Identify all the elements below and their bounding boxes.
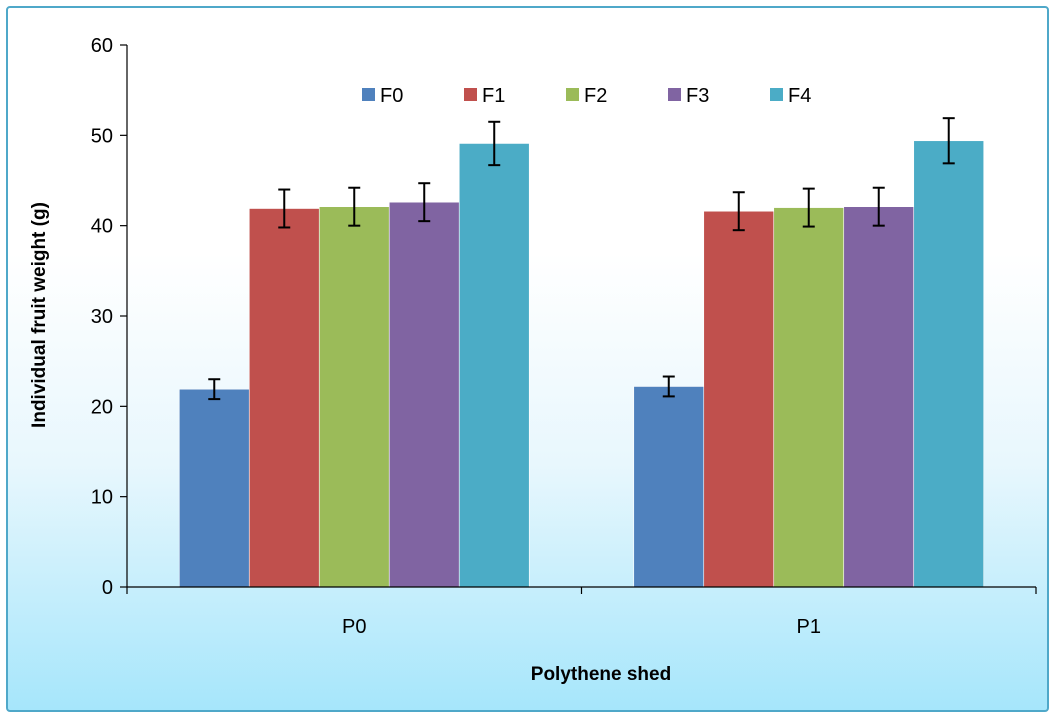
bar bbox=[843, 206, 915, 588]
bar bbox=[633, 386, 705, 588]
bars-layer bbox=[178, 140, 985, 588]
y-tick-label: 0 bbox=[102, 577, 113, 599]
y-axis-title: Individual fruit weight (g) bbox=[29, 202, 50, 428]
y-tick-label: 30 bbox=[91, 306, 113, 328]
y-tick-label: 10 bbox=[91, 487, 113, 509]
x-tick-label: P1 bbox=[797, 616, 821, 638]
legend-label: F0 bbox=[380, 85, 403, 107]
legend-label: F1 bbox=[482, 85, 505, 107]
y-tick-label: 60 bbox=[91, 35, 113, 57]
bar bbox=[703, 210, 775, 588]
y-tick-label: 20 bbox=[91, 396, 113, 418]
bar bbox=[773, 207, 845, 588]
x-ticks-layer: P0 P1 bbox=[126, 587, 1037, 638]
bar bbox=[318, 206, 390, 588]
bar bbox=[248, 208, 320, 588]
error-bars-layer bbox=[208, 117, 955, 401]
legend: F0 F1 F2 F3 F4 bbox=[362, 85, 811, 107]
legend-swatch bbox=[770, 88, 783, 101]
x-axis-title: Polythene shed bbox=[531, 664, 671, 685]
bar bbox=[913, 140, 985, 588]
legend-label: F2 bbox=[584, 85, 607, 107]
legend-swatch bbox=[668, 88, 681, 101]
y-tick-label: 50 bbox=[91, 125, 113, 147]
y-tick-label: 40 bbox=[91, 216, 113, 238]
legend-swatch bbox=[464, 88, 477, 101]
legend-label: F4 bbox=[788, 85, 811, 107]
bar bbox=[458, 143, 530, 588]
y-ticks-layer: 0 10 20 30 40 50 60 bbox=[91, 35, 127, 599]
legend-swatch bbox=[362, 88, 375, 101]
legend-label: F3 bbox=[686, 85, 709, 107]
bar bbox=[388, 201, 460, 588]
legend-swatch bbox=[566, 88, 579, 101]
bar bbox=[178, 388, 250, 588]
x-tick-label: P0 bbox=[342, 616, 366, 638]
